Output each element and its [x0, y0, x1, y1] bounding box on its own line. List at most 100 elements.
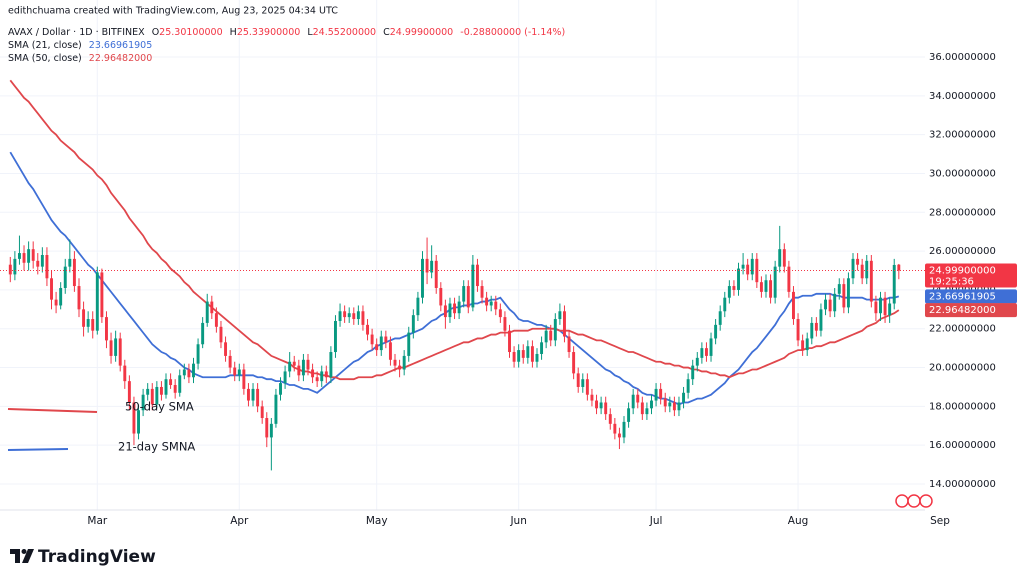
- candle-body: [82, 309, 86, 327]
- y-tick-label: 22.00000000: [929, 324, 996, 335]
- candle-body: [599, 402, 603, 409]
- candle-body: [306, 359, 310, 370]
- candle-body: [334, 320, 337, 353]
- x-tick-label: Apr: [230, 515, 249, 527]
- sma-legend: SMA (21, close) 23.66961905: [8, 40, 152, 51]
- candle-body: [650, 400, 653, 409]
- x-tick-label: May: [366, 515, 388, 527]
- candle-body: [773, 266, 777, 298]
- candle-body: [897, 264, 901, 271]
- candle-body: [114, 338, 118, 356]
- candle-body: [782, 249, 786, 267]
- candle-body: [91, 319, 95, 331]
- candle-body: [45, 255, 49, 279]
- candle-body: [201, 322, 205, 345]
- candle-body: [865, 260, 869, 279]
- candle-body: [361, 311, 365, 325]
- candle-body: [617, 433, 621, 438]
- candle-body: [40, 255, 44, 267]
- candle-body: [892, 264, 896, 304]
- candle-body: [471, 264, 475, 308]
- candle-body: [109, 340, 113, 356]
- candle-body: [874, 301, 878, 314]
- candle-body: [732, 286, 736, 290]
- candle-body: [77, 286, 81, 310]
- candle-body: [778, 249, 782, 267]
- x-tick-label: Sep: [930, 515, 950, 527]
- candle-body: [842, 284, 846, 308]
- grid-layer: [0, 0, 925, 510]
- annotation: 50-day SMA: [125, 400, 194, 414]
- legend-change: -0.28800000 (-1.14%): [460, 27, 565, 38]
- candle-body: [677, 402, 681, 411]
- candle-body: [251, 388, 255, 401]
- candle-body: [425, 258, 429, 273]
- candle-body: [187, 369, 191, 378]
- candle-body: [393, 359, 397, 366]
- candle-body: [764, 280, 768, 292]
- candle-body: [535, 353, 539, 362]
- candle-body: [567, 336, 571, 353]
- candle-body: [228, 355, 232, 368]
- candle-body: [388, 342, 392, 360]
- candle-body: [494, 301, 498, 310]
- candle-body: [68, 258, 72, 267]
- candle-body: [860, 264, 864, 279]
- annotation: 21-day SMNA: [118, 440, 195, 454]
- candle-body: [613, 423, 617, 434]
- candle-body: [709, 338, 713, 356]
- candle-body: [801, 340, 805, 351]
- candle-body: [178, 375, 182, 393]
- candle-body: [526, 346, 530, 358]
- candle-body: [846, 278, 850, 308]
- symbol: AVAX / Dollar · 1D · BITFINEX: [8, 27, 145, 38]
- candle-body: [256, 388, 260, 407]
- candle-body: [379, 336, 383, 351]
- candle-body: [659, 388, 663, 399]
- candle-body: [796, 319, 800, 341]
- candle-body: [498, 309, 502, 318]
- candle-body: [503, 317, 507, 331]
- price-tag-label: 22.96482000: [929, 305, 996, 316]
- candle-body: [182, 369, 186, 376]
- candle-body: [265, 418, 269, 438]
- candle-body: [489, 301, 493, 306]
- sma-value: 23.66961905: [89, 40, 152, 51]
- candle-body: [338, 311, 342, 321]
- candle-body: [727, 286, 731, 298]
- price-tag: [925, 303, 1017, 318]
- candle-body: [792, 291, 795, 320]
- candle-body: [686, 379, 690, 393]
- candle-body: [356, 311, 360, 320]
- candle-body: [700, 348, 704, 358]
- candle-body: [8, 264, 12, 275]
- candle-body: [159, 386, 163, 395]
- candle-body: [17, 253, 21, 259]
- candle-body: [512, 352, 516, 362]
- candle-body: [411, 315, 415, 333]
- candle-body: [530, 346, 534, 362]
- candle-body: [787, 266, 791, 292]
- candle-body: [242, 369, 246, 389]
- candle-body: [36, 260, 40, 267]
- candle-body: [329, 352, 333, 378]
- candle-body: [137, 410, 140, 434]
- candle-body: [434, 260, 438, 288]
- sma-name: SMA (21, close): [8, 40, 82, 51]
- y-tick-label: 16.00000000: [929, 440, 996, 451]
- candle-body: [888, 303, 892, 316]
- candle-body: [192, 363, 195, 378]
- logo-mark: [21, 549, 27, 554]
- candle-body: [27, 249, 31, 263]
- price-tag: [925, 263, 1017, 288]
- legend-key: O: [152, 27, 159, 38]
- candle-body: [636, 394, 640, 403]
- candle-body: [292, 361, 296, 366]
- candle-body: [31, 249, 35, 261]
- candle-body: [269, 423, 273, 438]
- candle-body: [558, 311, 562, 320]
- candle-body: [828, 299, 832, 312]
- candle-body: [407, 332, 411, 356]
- candle-body: [150, 388, 154, 405]
